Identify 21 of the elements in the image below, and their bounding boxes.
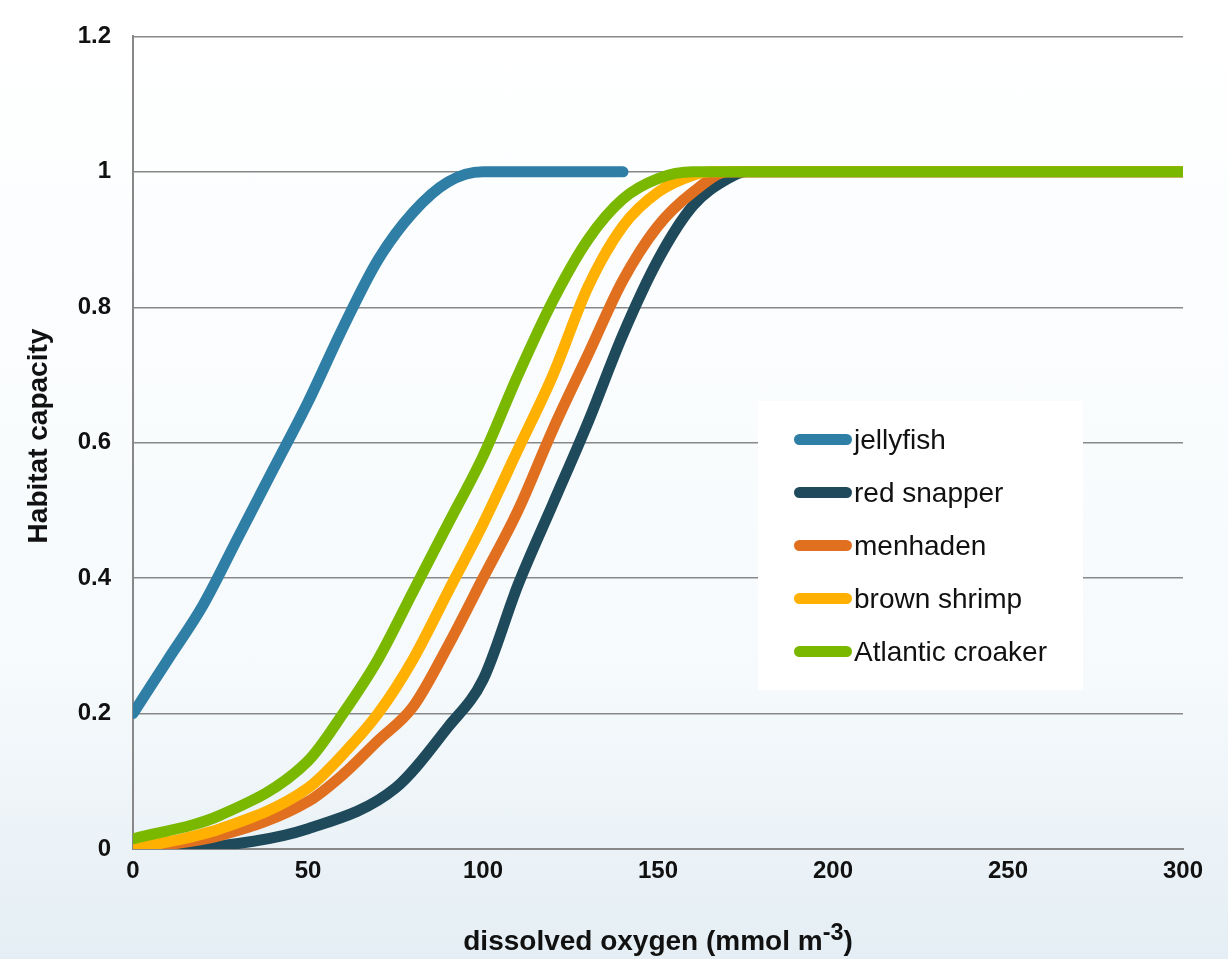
y-tick-label: 1.2 xyxy=(77,21,111,49)
legend-label: Atlantic croaker xyxy=(854,635,1047,668)
legend-label: jellyfish xyxy=(854,423,946,456)
x-tick-label: 100 xyxy=(462,856,504,884)
y-tick-label: 0.2 xyxy=(77,698,111,726)
x-tick-label: 250 xyxy=(987,856,1029,884)
x-tick-label: 150 xyxy=(637,856,679,884)
y-tick-label: 0.4 xyxy=(77,562,112,590)
x-axis-title: dissolved oxygen (mmol m$^{-3}$) xyxy=(463,918,853,958)
x-tick-label: 50 xyxy=(294,856,322,884)
legend-label: brown shrimp xyxy=(854,582,1023,615)
x-tick-label: 300 xyxy=(1162,856,1204,884)
x-tick-label: 200 xyxy=(812,856,854,884)
y-axis-title: Habitat capacity xyxy=(22,328,54,544)
x-tick-label: 0 xyxy=(126,856,140,884)
y-tick-label: 0 xyxy=(97,833,111,861)
legend-label: menhaden xyxy=(854,529,987,562)
legend-label: red snapper xyxy=(854,476,1004,509)
y-tick-label: 1 xyxy=(97,156,111,184)
y-tick-label: 0.6 xyxy=(77,427,111,455)
y-tick-label: 0.8 xyxy=(77,291,111,319)
